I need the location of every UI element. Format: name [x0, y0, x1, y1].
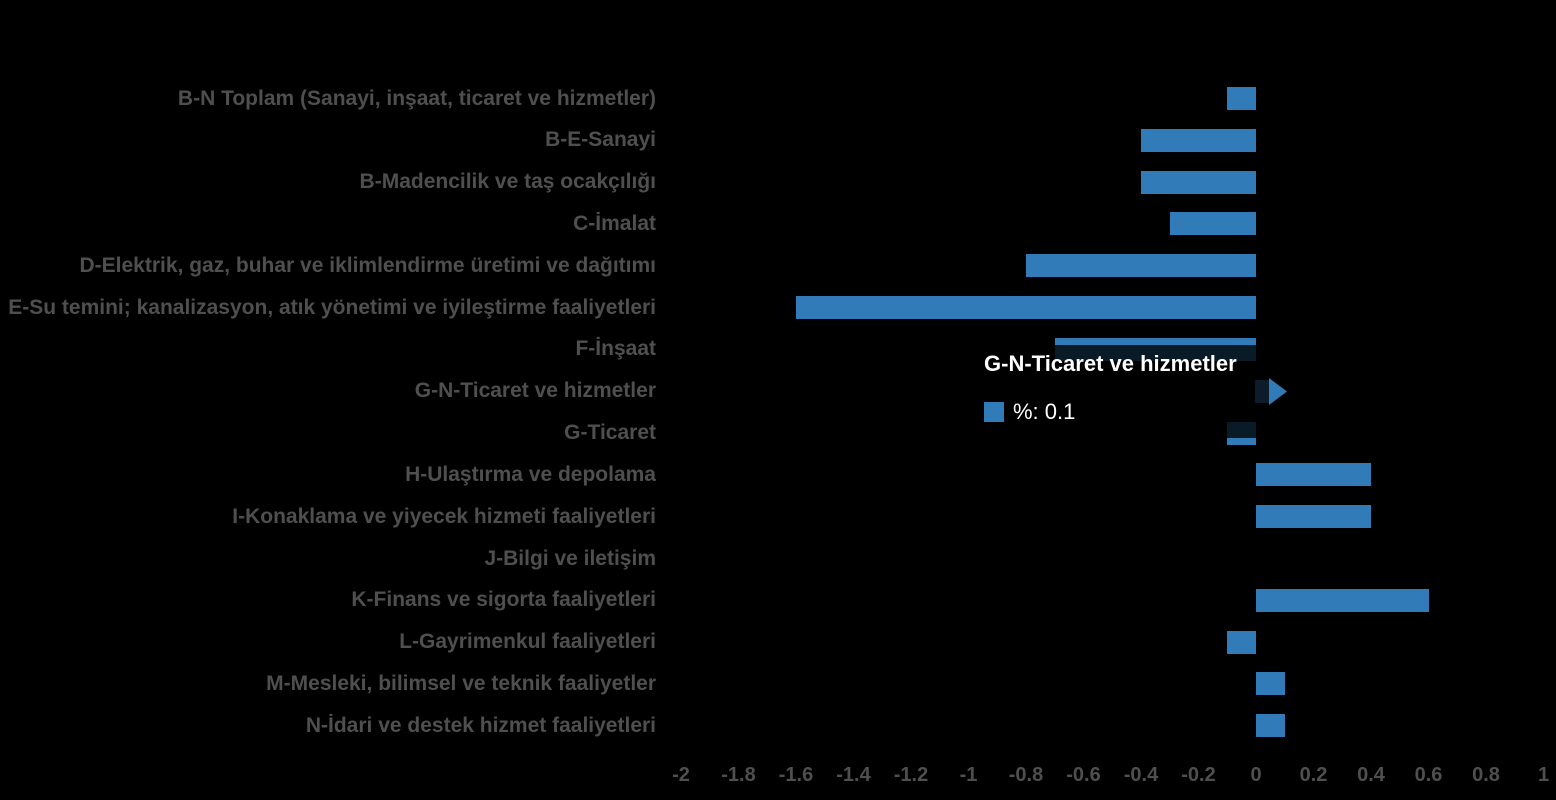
tooltip-value-row: %: 0.1	[984, 399, 1075, 425]
bar[interactable]	[1256, 505, 1371, 529]
x-axis-tick-label: 0.4	[1357, 764, 1385, 786]
category-label: E-Su temini; kanalizasyon, atık yönetimi…	[8, 295, 656, 319]
category-label: D-Elektrik, gaz, buhar ve iklimlendirme …	[79, 253, 656, 277]
category-label: B-N Toplam (Sanayi, inşaat, ticaret ve h…	[177, 86, 656, 110]
bar[interactable]	[1227, 87, 1256, 110]
bar[interactable]	[1026, 254, 1256, 278]
bar[interactable]	[1169, 212, 1256, 236]
category-label: J-Bilgi ve iletişim	[484, 546, 656, 570]
bar[interactable]	[1256, 714, 1285, 738]
bar[interactable]	[1256, 672, 1285, 696]
category-label: I-Konaklama ve yiyecek hizmeti faaliyetl…	[232, 504, 656, 528]
bar[interactable]	[1141, 128, 1256, 152]
tooltip	[975, 345, 1271, 438]
x-axis-tick-label: -1.8	[721, 764, 756, 786]
x-axis-tick-label: -1	[959, 764, 978, 786]
bar[interactable]	[1227, 630, 1256, 654]
x-axis-tick-label: 0	[1250, 764, 1262, 786]
series-swatch-icon	[984, 402, 1004, 422]
x-axis-tick-label: 0.8	[1472, 764, 1500, 786]
x-axis-tick-label: -0.2	[1181, 764, 1216, 786]
bar[interactable]	[1256, 588, 1429, 612]
bar[interactable]	[1256, 463, 1371, 487]
x-axis-tick-label: -1.2	[893, 764, 929, 786]
category-label: F-İnşaat	[575, 337, 656, 361]
category-label: L-Gayrimenkul faaliyetleri	[399, 630, 656, 654]
category-label: B-E-Sanayi	[545, 128, 656, 152]
category-label: G-Ticaret	[564, 421, 656, 445]
x-axis-tick-label: -1.6	[778, 764, 814, 786]
x-axis-tick-label: 1	[1537, 764, 1550, 786]
category-label: B-Madencilik ve taş ocakçılığı	[359, 170, 656, 194]
bar-highlighted-dimmed[interactable]	[1255, 380, 1271, 403]
x-axis-tick-label: -0.6	[1066, 764, 1101, 786]
category-label: C-İmalat	[573, 211, 656, 235]
tooltip-title: G-N-Ticaret ve hizmetler	[984, 351, 1237, 376]
category-label: M-Mesleki, bilimsel ve teknik faaliyetle…	[266, 671, 656, 695]
category-label: H-Ulaştırma ve depolama	[405, 462, 656, 486]
x-axis-tick-label: 0.2	[1299, 764, 1328, 786]
x-axis-tick-label: -0.8	[1008, 764, 1044, 786]
category-label: G-N-Ticaret ve hizmetler	[414, 379, 656, 403]
x-axis-tick-label: -0.4	[1123, 764, 1159, 786]
x-axis-tick-label: -2	[672, 764, 690, 786]
tooltip-value: %: 0.1	[1013, 399, 1076, 424]
x-axis-tick-label: 0.6	[1414, 764, 1443, 786]
category-label: K-Finans ve sigorta faaliyetleri	[351, 588, 656, 612]
category-label: N-İdari ve destek hizmet faaliyetleri	[305, 713, 656, 737]
bar-highlighted-arrow-icon[interactable]	[1269, 378, 1287, 405]
x-axis-tick-label: -1.4	[836, 764, 871, 786]
bar[interactable]	[796, 296, 1256, 320]
bar[interactable]	[1141, 170, 1256, 194]
